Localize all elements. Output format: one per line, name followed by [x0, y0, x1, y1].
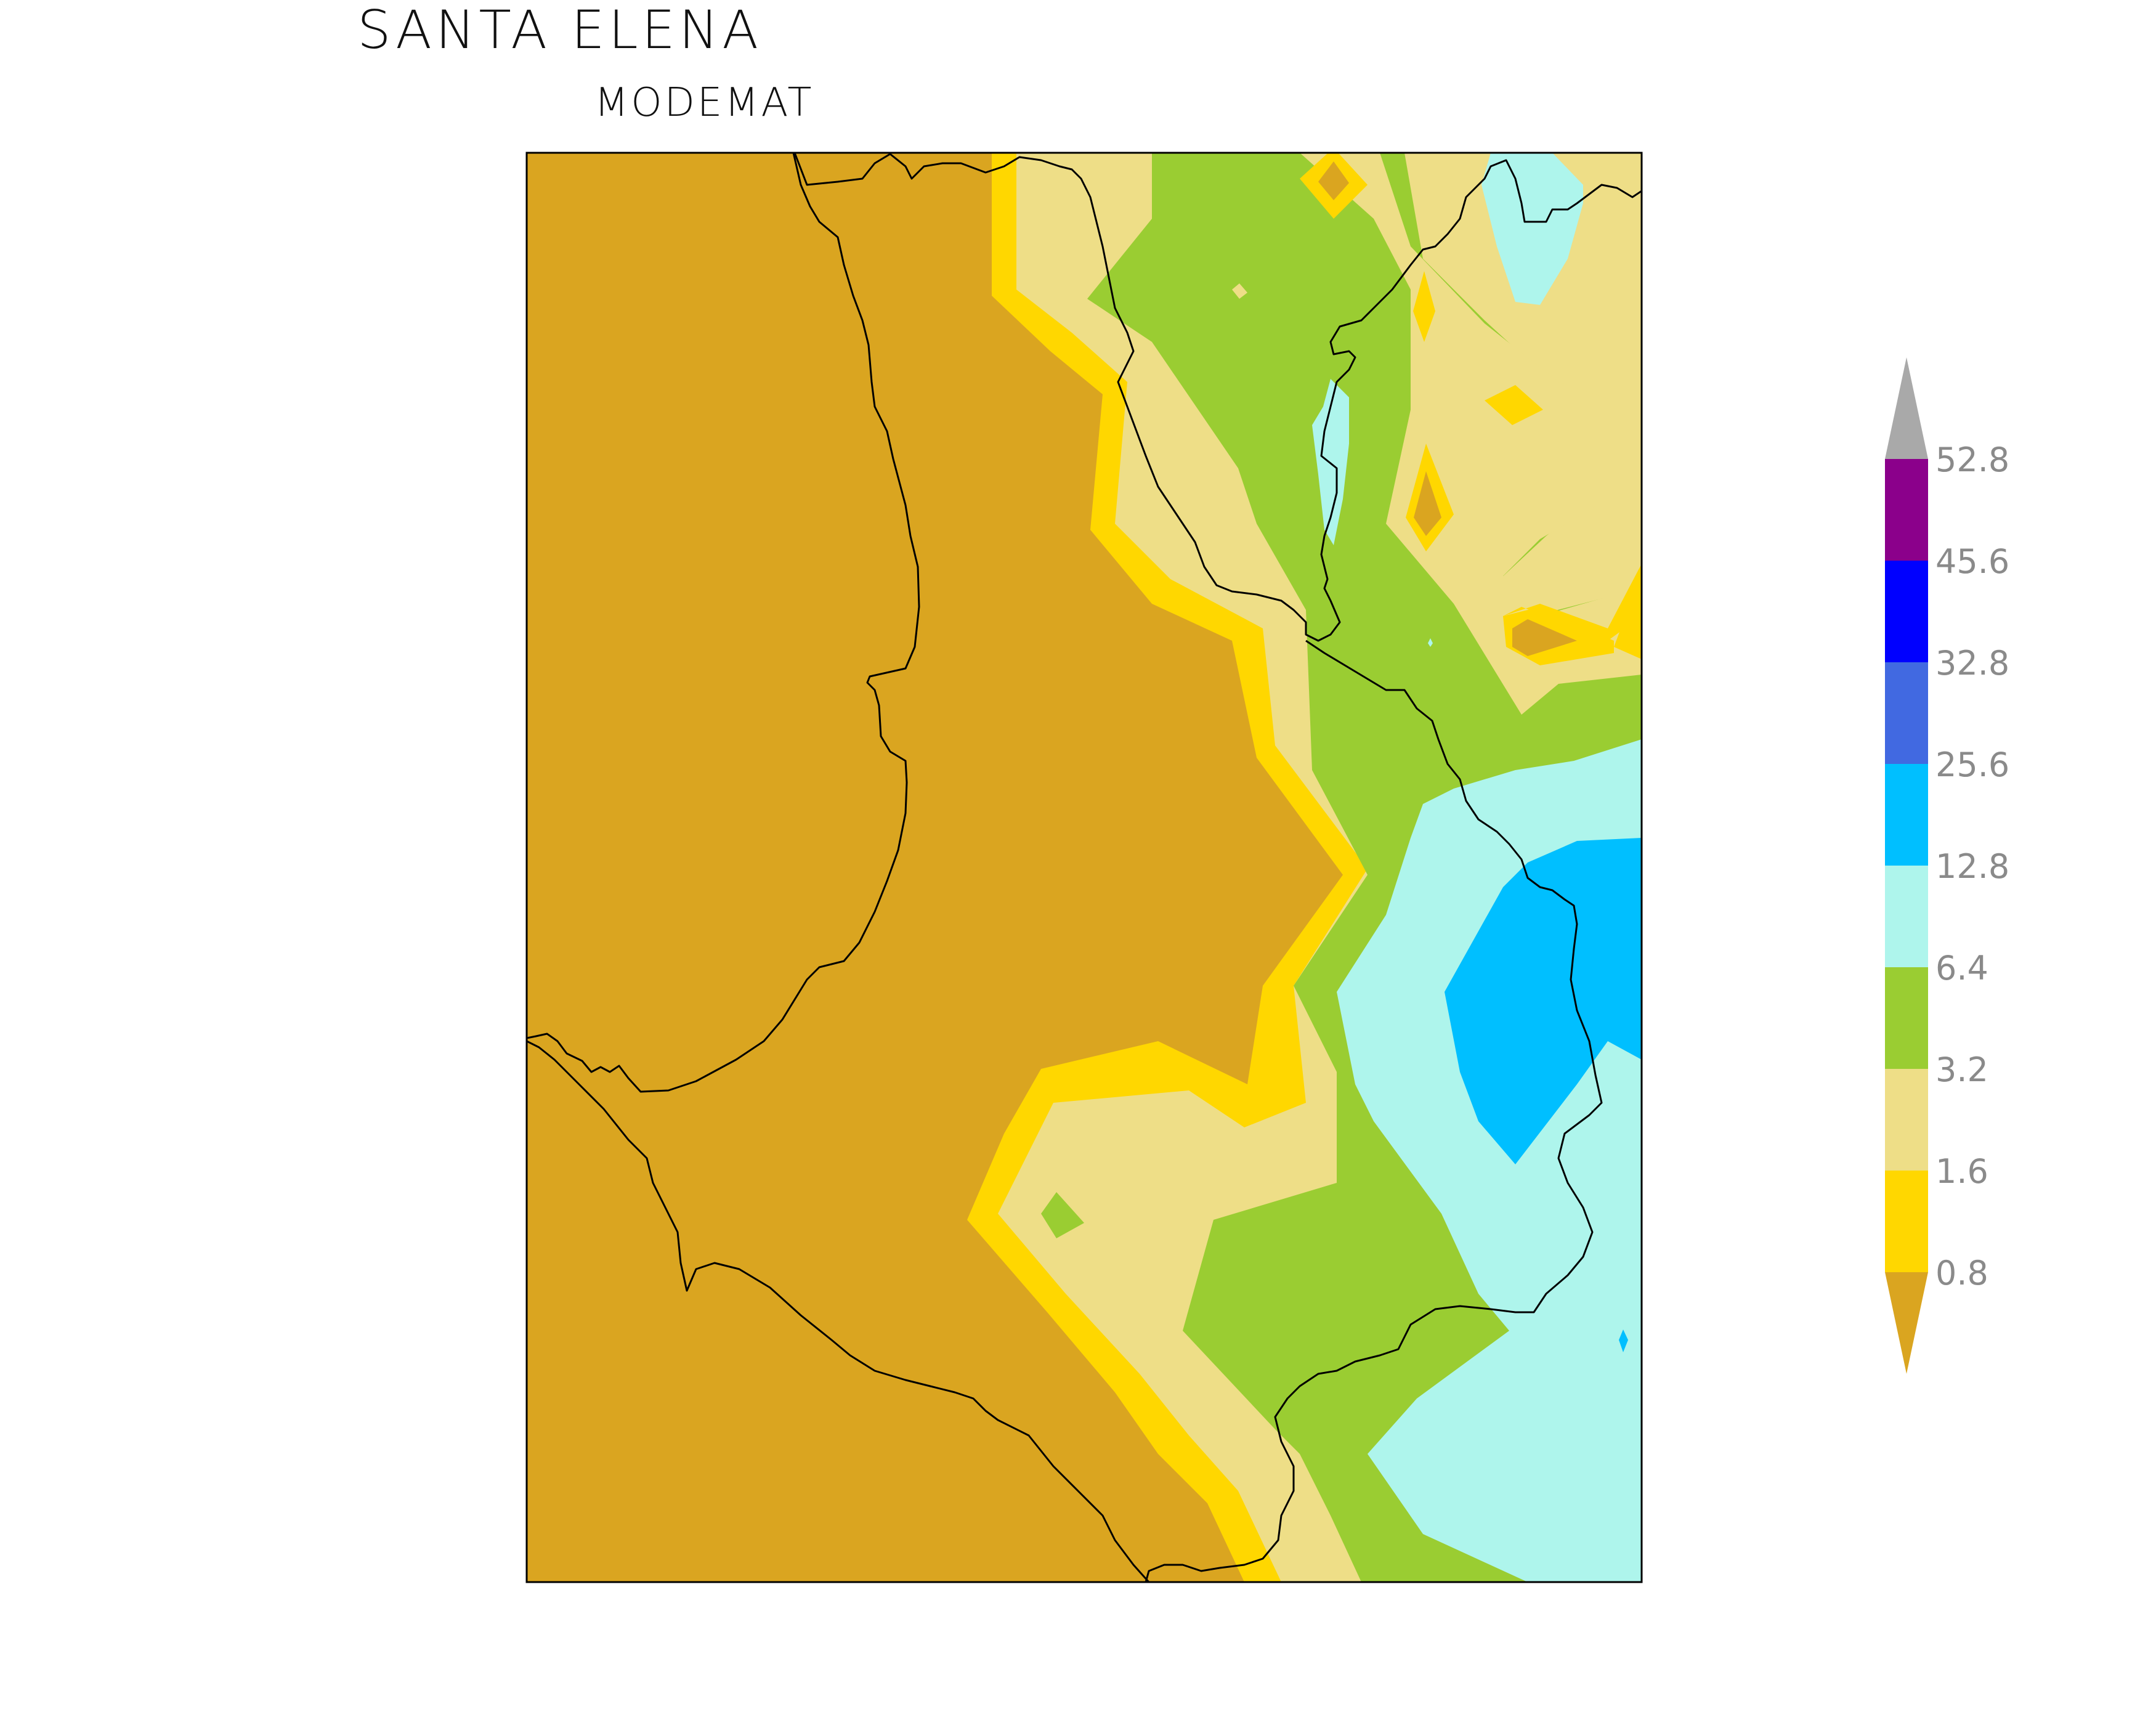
field-yellow-lens: [1485, 385, 1543, 425]
colorbar-tick-label: 3.2: [1935, 1050, 1988, 1089]
border-lines: [527, 153, 1642, 1582]
colorbar-tick-label: 45.6: [1935, 542, 2009, 581]
field-yellow-right-edge: [1614, 573, 1642, 659]
field-cyan-upper-right: [1481, 153, 1583, 305]
colorbar-tick-label: 32.8: [1935, 644, 2009, 683]
field-cyan-tiny: [1428, 638, 1433, 647]
field-upper-gold-diamond: [1318, 161, 1349, 200]
colorbar-swatch: [1885, 1171, 1928, 1272]
field-blue-diamond-lower: [1619, 1329, 1628, 1352]
colorbar-tick-label: 6.4: [1935, 949, 1988, 988]
field-green-spot-lower: [1041, 1192, 1084, 1238]
colorbar-tick-label: 1.6: [1935, 1152, 1988, 1191]
field-green-dot: [1232, 283, 1247, 299]
map-frame: [525, 152, 1643, 1583]
coastline-west: [527, 153, 920, 1093]
field-yellow-spike: [1413, 271, 1435, 342]
border-east: [1145, 639, 1603, 1582]
colorbar-tick-label: 52.8: [1935, 440, 2009, 479]
field-gold-right: [1512, 619, 1577, 656]
map-panel: [527, 153, 1642, 1582]
field-12-8-to-25-6: [1445, 838, 1642, 1164]
colorbar-swatch: [1885, 866, 1928, 967]
map-title: SANTA ELENA: [357, 0, 762, 61]
colorbar-tick-label: 12.8: [1935, 847, 2009, 886]
colorbar-tick-label: 0.8: [1935, 1254, 1988, 1293]
coastline-south: [527, 1040, 1150, 1582]
field-1-6-to-3-2-upper: [1269, 153, 1642, 715]
field-gold-diamond-mid: [1414, 471, 1441, 536]
colorbar: 52.8 45.6 32.8 25.6 12.8 6.4 3.2 1.6 0.8: [1885, 357, 2009, 1374]
colorbar-top-arrow: [1885, 357, 1928, 459]
border-north: [793, 153, 1642, 642]
colorbar-swatch: [1885, 1069, 1928, 1171]
field-cyan-upper-left: [1312, 379, 1349, 545]
colorbar-swatch: [1885, 764, 1928, 866]
colorbar-tick-label: 25.6: [1935, 745, 2009, 784]
map-subtitle: MODEMAT: [594, 80, 814, 126]
colorbar-swatch: [1885, 459, 1928, 561]
colorbar-swatch: [1885, 561, 1928, 662]
colorbar-swatch: [1885, 662, 1928, 764]
colorbar-bottom-arrow: [1885, 1272, 1928, 1374]
colorbar-swatch: [1885, 967, 1928, 1069]
